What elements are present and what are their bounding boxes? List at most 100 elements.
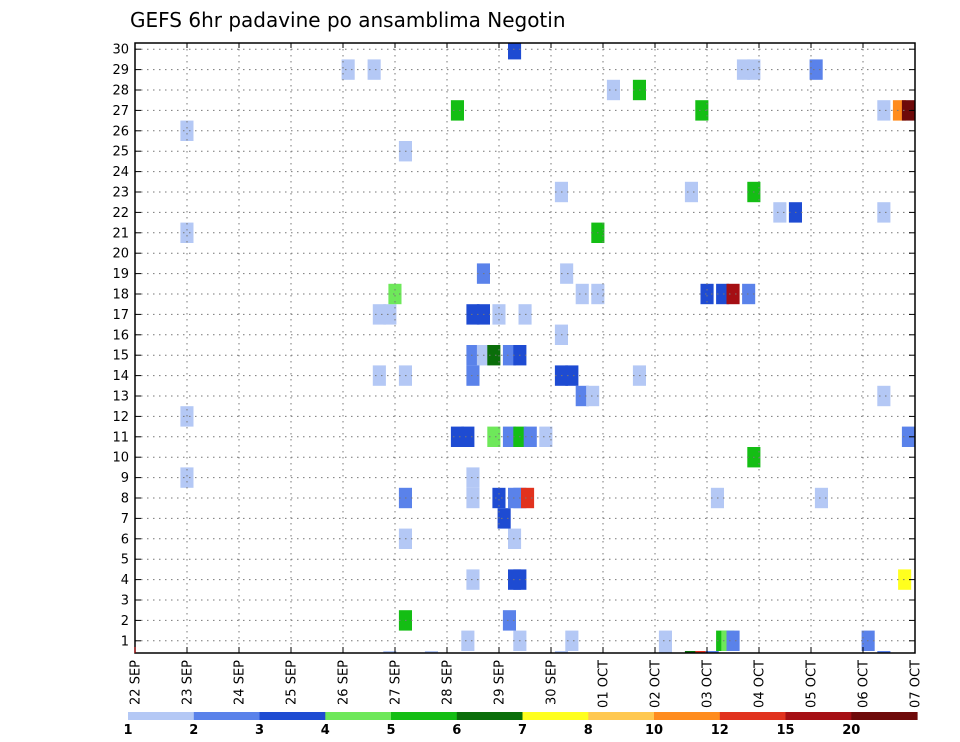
x-tick-label: 27 SEP (389, 660, 404, 705)
cell-10 (466, 569, 480, 590)
cell-6 (726, 630, 740, 651)
cell-64 (742, 283, 756, 305)
cell-92 (554, 651, 568, 653)
colorbar-label: 12 (711, 723, 729, 738)
cell-88 (809, 59, 823, 80)
y-tick-label: 4 (121, 573, 129, 588)
colorbar-label: 7 (518, 723, 527, 738)
y-tick-label: 11 (112, 430, 129, 445)
y-tick-label: 25 (112, 145, 129, 160)
y-tick-label: 14 (112, 369, 129, 384)
cell-84 (341, 59, 355, 80)
cell-61 (700, 283, 714, 305)
x-tick-label: 28 SEP (441, 660, 456, 705)
cell-62 (716, 283, 730, 305)
x-tick-label: 07 OCT (909, 660, 924, 708)
cell-89 (508, 43, 522, 60)
x-tick-label: 23 SEP (181, 660, 196, 705)
dotted-grid (135, 43, 915, 653)
cell-2 (565, 630, 579, 651)
cell-28 (450, 426, 464, 447)
colorbar-swatch (588, 712, 655, 720)
colorbar-label: 10 (645, 723, 663, 738)
y-tick-label: 16 (112, 328, 129, 343)
y-tick-label: 1 (121, 634, 129, 649)
y-tick-label: 7 (121, 512, 129, 527)
y-tick-label: 17 (112, 308, 129, 323)
cell-35 (901, 426, 915, 447)
cell-79 (877, 100, 891, 121)
colorbar-swatch (654, 712, 721, 720)
y-tick-label: 28 (112, 84, 129, 99)
cell-63 (726, 283, 740, 305)
x-tick-label: 24 SEP (233, 660, 248, 705)
y-tick-label: 12 (112, 410, 129, 425)
plot-frame (134, 42, 916, 654)
y-tick-label: 23 (112, 186, 129, 201)
cell-93 (658, 651, 672, 653)
colorbar-label: 2 (189, 723, 198, 738)
cell-0 (461, 630, 475, 651)
cell-26 (180, 467, 194, 488)
x-tick-label: 04 OCT (753, 660, 768, 708)
x-tick-label: 30 SEP (545, 660, 560, 705)
colorbar-swatch (456, 712, 524, 720)
colorbar: 1 2 3 4 5 6 7 8 10 12 15 20 (123, 712, 918, 738)
colorbar-swatch (128, 712, 195, 720)
cell-19 (492, 487, 506, 509)
y-tick-label: 8 (121, 492, 129, 507)
chart-title: GEFS 6hr padavine po ansamblima Negotin (130, 8, 566, 32)
y-tick-label: 30 (112, 43, 129, 58)
colorbar-label: 1 (123, 723, 132, 738)
cell-86 (736, 59, 750, 80)
cell-54 (466, 304, 480, 325)
x-tick-label: 29 SEP (493, 660, 508, 705)
cell-38 (586, 385, 600, 407)
colorbar-swatch (325, 712, 392, 720)
cell-49 (502, 345, 516, 366)
cell-34 (539, 426, 553, 447)
colorbar-swatch (391, 712, 458, 720)
cell-42 (466, 365, 480, 386)
x-tick-label: 03 OCT (701, 660, 716, 708)
cell-59 (575, 283, 589, 305)
precipitation-cells (180, 43, 915, 653)
y-tick-label: 10 (112, 451, 129, 466)
cell-40 (372, 365, 386, 386)
x-tick-label: 05 OCT (805, 660, 820, 708)
cell-46 (466, 345, 480, 366)
y-tick-label: 5 (121, 553, 129, 568)
cell-16 (497, 508, 511, 529)
colorbar-label: 6 (452, 723, 461, 738)
y-tick-label: 27 (112, 104, 129, 119)
cell-37 (575, 385, 589, 407)
cell-48 (487, 345, 501, 366)
y-tick-label: 22 (112, 206, 129, 221)
cell-53 (383, 304, 397, 325)
x-tick-label: 25 SEP (285, 660, 300, 705)
colorbar-label: 20 (842, 723, 860, 738)
cell-44 (565, 365, 579, 386)
colorbar-label: 5 (386, 723, 395, 738)
cell-77 (450, 100, 464, 121)
colorbar-swatch (522, 712, 589, 720)
cell-15 (508, 528, 522, 549)
cell-66 (560, 263, 574, 284)
cell-22 (521, 487, 535, 509)
y-tick-label: 2 (121, 614, 129, 629)
cell-73 (684, 181, 698, 203)
cell-29 (461, 426, 475, 447)
cell-82 (606, 79, 620, 101)
x-tick-label: 26 SEP (337, 660, 352, 705)
colorbar-swatch (193, 712, 261, 720)
y-axis: 1234567891011121314151617181920212223242… (112, 43, 915, 649)
colorbar-label: 3 (255, 723, 264, 738)
cell-85 (367, 59, 381, 80)
x-axis: 22 SEP 23 SEP 24 SEP 25 SEP 26 SEP 27 SEP 28 S… (129, 43, 924, 708)
y-tick-label: 15 (112, 349, 129, 364)
y-tick-label: 3 (121, 594, 129, 609)
y-tick-label: 26 (112, 124, 129, 139)
y-tick-label: 9 (121, 471, 129, 486)
y-tick-label: 21 (112, 226, 129, 241)
cell-95 (695, 651, 709, 653)
